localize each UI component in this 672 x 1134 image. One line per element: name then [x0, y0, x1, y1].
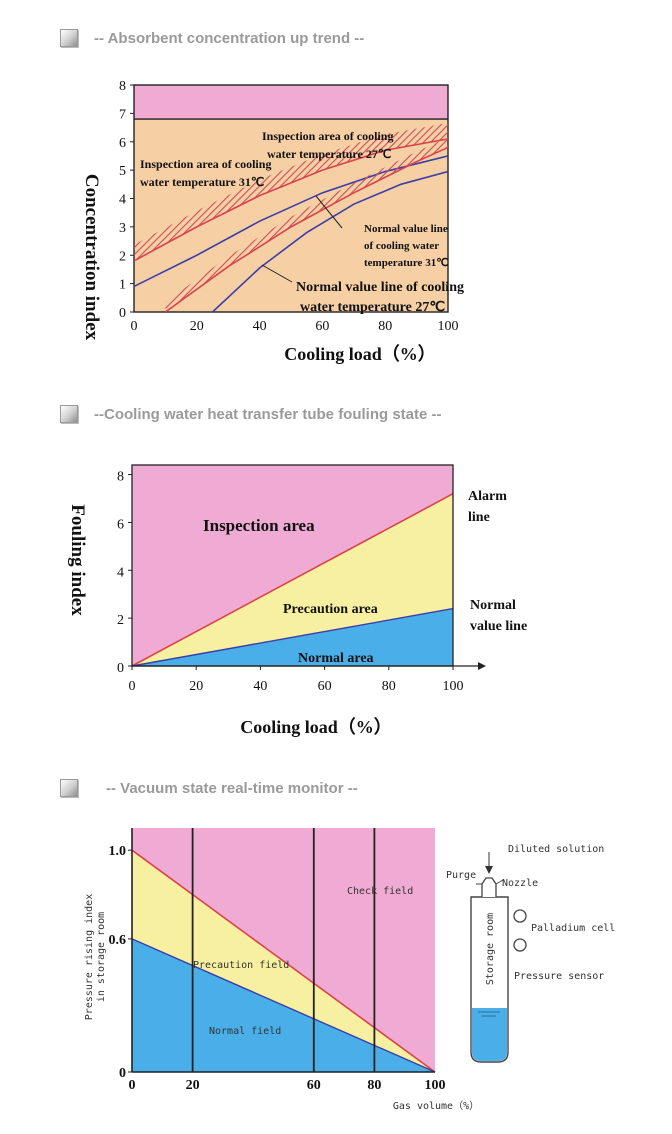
y-tick-label: 2	[119, 249, 126, 264]
section-title: -- Absorbent concentration up trend --	[94, 29, 365, 47]
storage-room-label: Storage room	[485, 913, 496, 985]
normal-area	[132, 608, 453, 666]
annotation-text: temperature 31℃	[364, 257, 449, 269]
x-tick-label: 100	[438, 319, 459, 334]
normal-line-label: value line	[470, 619, 527, 634]
y-tick-label: 0	[119, 306, 126, 321]
y-tick-label: 6	[119, 136, 126, 151]
y-tick-label: 6	[117, 517, 124, 532]
x-axis-label: Gas volume（%）	[393, 1100, 479, 1112]
annotation-text: water temperature 31℃	[140, 175, 264, 189]
region-label-precaution: Precaution area	[283, 602, 378, 617]
region-label-precaution: Precaution field	[193, 960, 289, 971]
annotation-text: water temperature 27℃	[300, 300, 445, 315]
annotation-text: of cooling water	[364, 240, 439, 252]
x-tick-label: 80	[367, 1078, 381, 1093]
y-tick-label: 3	[119, 221, 126, 236]
y-tick-label: 5	[119, 164, 126, 179]
x-tick-label: 0	[129, 1078, 136, 1093]
y-tick-label: 0.6	[109, 933, 127, 948]
section-title: --Cooling water heat transfer tube fouli…	[94, 405, 442, 423]
palladium-cell-label: Palladium cell	[531, 923, 615, 934]
leader-line	[315, 195, 343, 229]
y-axis-label: Pressure rising index	[84, 894, 95, 1020]
normal-field	[132, 938, 435, 1072]
region-label-check: Check field	[347, 886, 413, 897]
x-tick-label: 80	[378, 319, 392, 334]
normal-boundary-line	[131, 938, 436, 1073]
plot-background	[134, 85, 448, 312]
x-tick-label: 100	[425, 1078, 446, 1093]
region-label-inspection: Inspection area	[203, 516, 315, 535]
alarm-line-label: Alarm	[468, 489, 507, 504]
purge-label: Purge	[446, 870, 476, 881]
vacuum-chart: 00.61.00 20 60 80 100 Pressure rising index …	[84, 828, 615, 1112]
y-tick-label: 8	[117, 470, 124, 485]
annotation-text: Inspection area of cooling	[262, 129, 393, 143]
y-axis-label: Concentration index	[81, 174, 102, 341]
section1-header: -- Absorbent concentration up trend --	[60, 26, 364, 50]
y-tick-label: 7	[119, 107, 126, 122]
region-label-normal: Normal area	[298, 651, 374, 666]
x-tick-label: 60	[315, 319, 329, 334]
x-tick-label: 80	[382, 679, 396, 694]
series-line	[134, 138, 448, 262]
x-tick-label: 20	[186, 1078, 200, 1093]
x-tick-label: 100	[443, 679, 464, 694]
alarm-line	[131, 493, 454, 667]
pressure-sensor-icon	[513, 938, 527, 952]
check-boundary-line	[131, 849, 436, 1073]
leader-line	[261, 264, 293, 283]
annotation-text: water temperature 27℃	[267, 147, 391, 161]
x-tick-label: 40	[253, 679, 267, 694]
y-tick-label: 2	[117, 613, 124, 628]
bullet-square-icon	[60, 29, 78, 47]
hatch-band	[134, 122, 448, 261]
bullet-square-icon	[60, 779, 78, 797]
palladium-cell-icon	[513, 909, 527, 923]
x-axis-arrow	[478, 662, 486, 670]
series-line	[164, 146, 448, 312]
y-tick-label: 1.0	[109, 844, 127, 859]
alarm-line-label: line	[468, 510, 490, 525]
section-title: -- Vacuum state real-time monitor --	[106, 779, 358, 797]
normal-value-line	[131, 607, 454, 667]
x-tick-label: 0	[129, 679, 136, 694]
normal-line-label: Normal	[470, 598, 516, 613]
y-axis-label: Fouling index	[67, 504, 88, 616]
region-label-normal: Normal field	[209, 1026, 281, 1037]
y-tick-label: 1	[119, 278, 126, 293]
x-tick-label: 20	[190, 319, 204, 334]
y-tick-label: 4	[119, 193, 126, 208]
y-tick-label: 0	[119, 1066, 126, 1081]
annotation-text: Normal value line	[364, 223, 448, 235]
x-tick-label: 60	[307, 1078, 321, 1093]
x-tick-label: 60	[318, 679, 332, 694]
nozzle-label: Nozzle	[502, 878, 538, 889]
y-axis-label: in storage room	[96, 912, 107, 1002]
y-tick-label: 8	[119, 79, 126, 94]
upper-band	[134, 85, 448, 120]
x-tick-label: 0	[131, 319, 138, 334]
y-tick-label: 0	[117, 661, 124, 676]
x-axis-label: Cooling load（%）	[240, 717, 392, 737]
storage-room-diagram: Diluted solution Purge Nozzle Palladium …	[446, 844, 615, 1063]
section2-header: --Cooling water heat transfer tube fouli…	[60, 402, 442, 426]
annotation-text: Inspection area of cooling	[140, 157, 271, 171]
annotation-text: Normal value line of cooling	[296, 280, 464, 295]
x-tick-label: 40	[253, 319, 267, 334]
x-axis-label: Cooling load（%）	[284, 344, 436, 364]
y-tick-label: 4	[117, 565, 124, 580]
bullet-square-icon	[60, 405, 78, 423]
x-tick-label: 20	[189, 679, 203, 694]
section3-header: -- Vacuum state real-time monitor --	[60, 776, 358, 800]
pressure-sensor-label: Pressure sensor	[514, 971, 604, 982]
diluted-solution-label: Diluted solution	[508, 844, 604, 855]
series-line	[211, 170, 448, 312]
